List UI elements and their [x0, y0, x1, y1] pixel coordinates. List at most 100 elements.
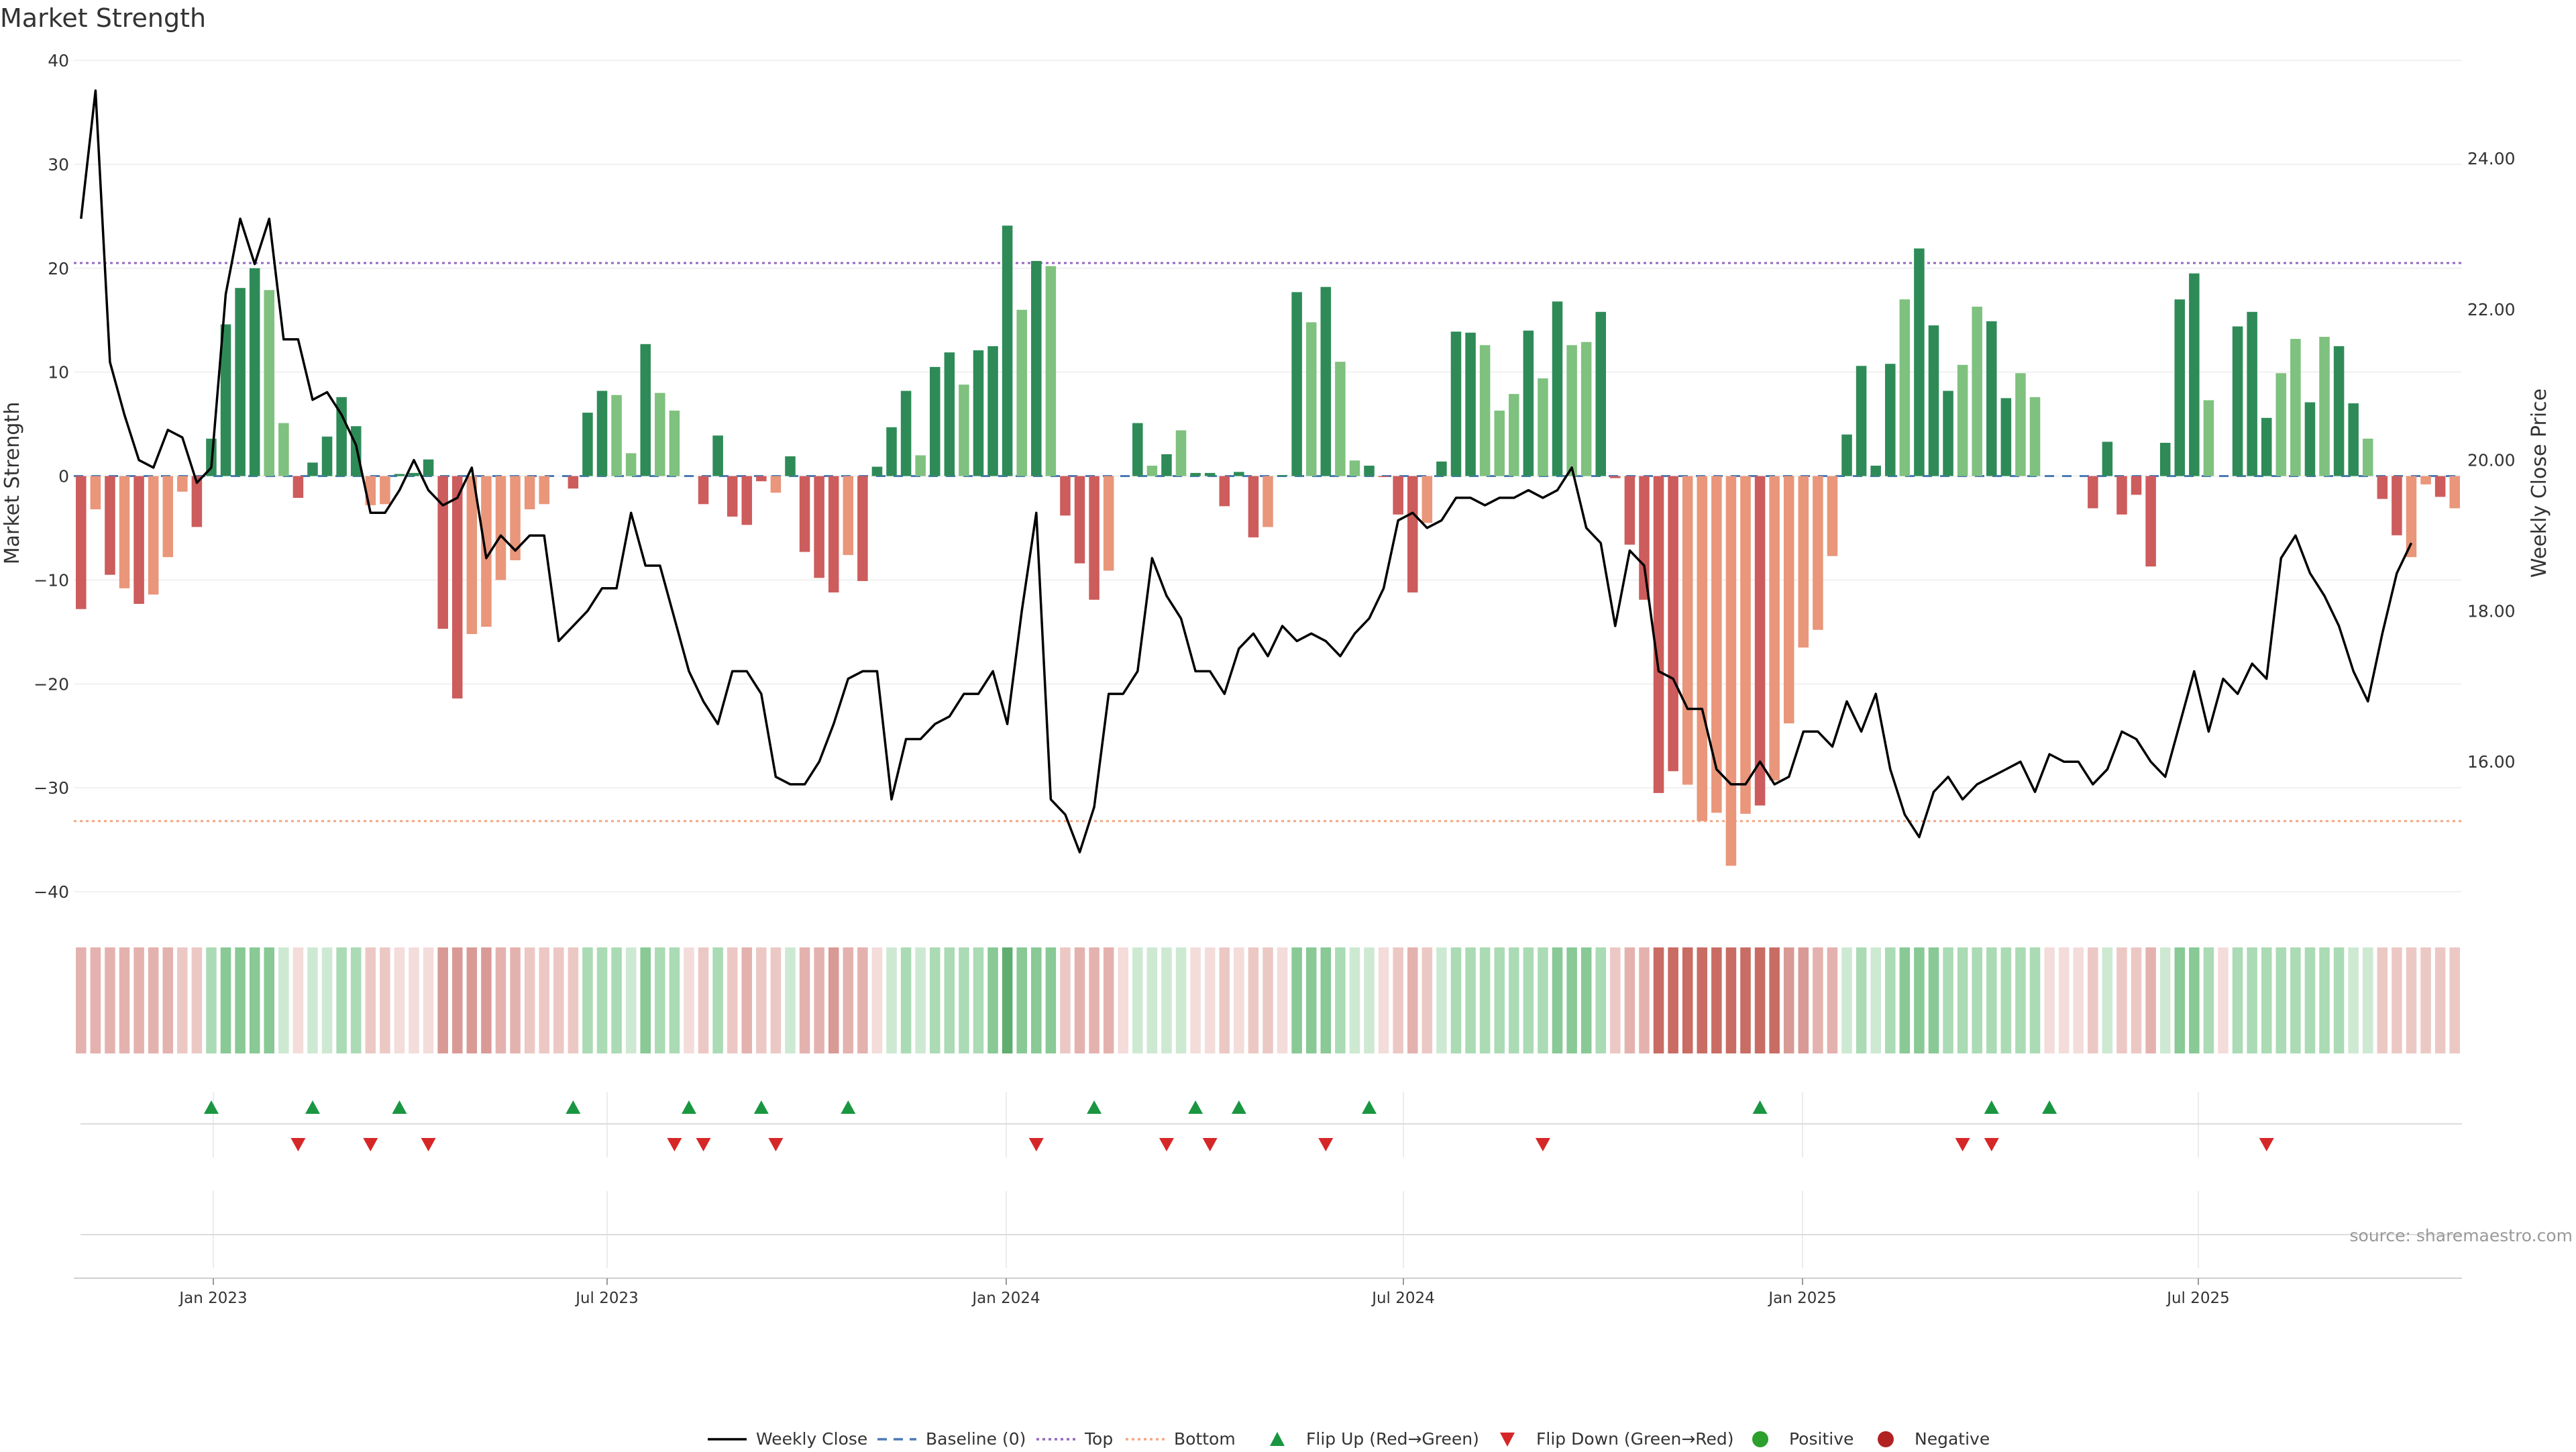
strength-bar — [1421, 476, 1433, 523]
heatmap-cell — [437, 947, 448, 1053]
strength-bar — [1016, 309, 1027, 476]
heatmap-cell — [2218, 947, 2229, 1053]
heatmap-cell — [2449, 947, 2460, 1053]
heatmap-cell — [1711, 947, 1722, 1053]
heatmap-cell — [1060, 947, 1071, 1053]
strength-bar — [2362, 438, 2373, 476]
strength-bar — [1624, 476, 1635, 545]
flip-up-marker — [305, 1100, 320, 1114]
heatmap-cell — [1031, 947, 1042, 1053]
strength-bar — [987, 346, 998, 476]
heatmap-cell — [1103, 947, 1114, 1053]
heatmap-cell — [336, 947, 347, 1053]
heatmap-cell — [2333, 947, 2345, 1053]
heatmap-cell — [191, 947, 203, 1053]
strength-bar — [177, 476, 188, 492]
strength-bar — [1653, 476, 1664, 793]
heatmap-cell — [727, 947, 738, 1053]
strength-bar — [321, 436, 333, 476]
heatmap-cell — [1436, 947, 1447, 1053]
strength-bar — [249, 268, 260, 476]
heatmap-cell — [915, 947, 926, 1053]
heatmap-cell — [1320, 947, 1332, 1053]
strength-bar — [1335, 362, 1346, 476]
strength-bar — [2131, 476, 2142, 495]
strength-bar — [1943, 391, 1953, 476]
strength-bar — [1263, 476, 1273, 527]
strength-bar — [1783, 476, 1794, 724]
strength-bar — [568, 476, 579, 489]
strength-bar — [1031, 260, 1042, 476]
strength-bar — [2420, 476, 2431, 484]
flip-up-marker — [1752, 1100, 1768, 1114]
heatmap-cell — [1943, 947, 1953, 1053]
heatmap-cell — [1364, 947, 1375, 1053]
heatmap-cell — [1639, 947, 1650, 1053]
heatmap-cell — [1161, 947, 1172, 1053]
heatmap-cell — [1074, 947, 1085, 1053]
flip-down-marker — [667, 1138, 682, 1151]
strength-bar — [264, 290, 275, 476]
heatmap-cell — [1118, 947, 1129, 1053]
heatmap-cell — [220, 947, 231, 1053]
strength-bar — [785, 456, 796, 476]
strength-bar — [380, 476, 390, 505]
heatmap-cell — [640, 947, 651, 1053]
heatmap-cell — [1378, 947, 1389, 1053]
flip-down-marker — [2259, 1138, 2274, 1151]
strength-bar — [2304, 402, 2316, 476]
flip-down-marker — [421, 1138, 436, 1151]
heatmap-cell — [539, 947, 549, 1053]
heatmap-cell — [973, 947, 984, 1053]
strength-bar — [148, 476, 159, 595]
strength-bar — [1204, 472, 1216, 476]
strength-bar — [2088, 476, 2098, 509]
flip-up-marker — [392, 1100, 407, 1114]
strength-bar — [1060, 476, 1071, 516]
legend-label: Bottom — [1174, 1429, 1236, 1449]
y-tick-label: 10 — [48, 363, 69, 382]
heatmap-cell — [1697, 947, 1708, 1053]
strength-bar — [2333, 346, 2345, 476]
strength-bar — [1538, 378, 1548, 476]
y-tick-label: −30 — [34, 778, 69, 798]
heatmap-cell — [1928, 947, 1939, 1053]
heatmap-cell — [1234, 947, 1244, 1053]
flip-up-marker — [1984, 1100, 1999, 1114]
heatmap-cell — [1146, 947, 1158, 1053]
legend-label: Weekly Close — [756, 1429, 867, 1449]
y2-tick-label: 16.00 — [2467, 752, 2516, 772]
strength-bar — [1089, 476, 1099, 600]
reference-lines — [74, 262, 2462, 823]
heatmap-cell — [451, 947, 463, 1053]
heatmap-cell — [1523, 947, 1534, 1053]
flip-up-marker — [2042, 1100, 2057, 1114]
legend-label: Baseline (0) — [926, 1429, 1026, 1449]
strength-bar — [1827, 476, 1838, 556]
heatmap-cell — [119, 947, 130, 1053]
strength-bar — [1175, 430, 1187, 476]
heatmap-cell — [2290, 947, 2301, 1053]
heatmap-cell — [365, 947, 376, 1053]
strength-bar — [1957, 364, 1968, 476]
heatmap-cell — [756, 947, 767, 1053]
strength-bar — [1566, 345, 1577, 476]
flip-down-marker — [290, 1138, 306, 1151]
date-tick-label: Jul 2023 — [574, 1290, 639, 1307]
flip-down-marker — [1202, 1138, 1218, 1151]
y-tick-label: 0 — [58, 467, 69, 486]
strength-bar — [1305, 322, 1317, 476]
flip-up-marker — [1188, 1100, 1203, 1114]
flip-up-marker — [841, 1100, 856, 1114]
strength-bar — [278, 423, 289, 476]
heatmap-cell — [1957, 947, 1968, 1053]
strength-bar — [90, 476, 101, 510]
strength-bar — [1393, 476, 1403, 515]
strength-bar — [1161, 454, 1172, 476]
strength-bar — [423, 459, 434, 476]
heatmap-cell — [1219, 947, 1230, 1053]
strength-bar — [2145, 476, 2156, 567]
flip-markers — [74, 1100, 2462, 1279]
heatmap-cell — [394, 947, 405, 1053]
